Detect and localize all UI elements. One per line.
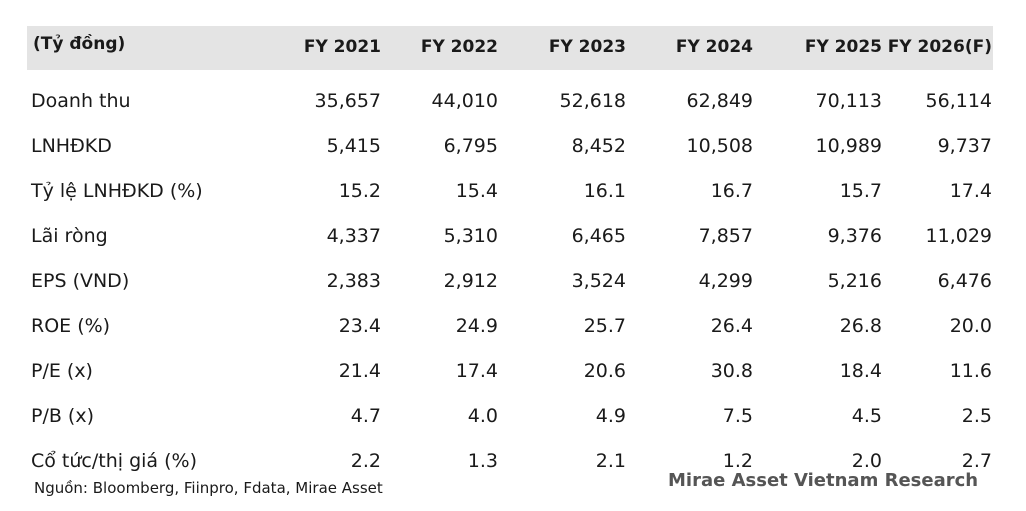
year-header: FY 2024 [675, 37, 753, 57]
table-cell: 16.1 [583, 180, 626, 202]
table-cell: 11.6 [949, 360, 992, 382]
table-cell: 2.7 [961, 450, 992, 472]
table-cell: 15.2 [338, 180, 381, 202]
table-cell: 44,010 [431, 90, 498, 112]
table-cell: 52,618 [559, 90, 626, 112]
table-cell: 3,524 [571, 270, 626, 292]
table-row: Lãi ròng 4,337 5,310 6,465 7,857 9,376 1… [27, 225, 993, 265]
table-cell: 7.5 [722, 405, 753, 427]
table-cell: 1.2 [722, 450, 753, 472]
table-cell: 5,216 [827, 270, 882, 292]
table-cell: 8,452 [571, 135, 626, 157]
row-label: Cổ tức/thị giá (%) [31, 450, 197, 472]
row-label: LNHĐKD [31, 135, 112, 157]
table-cell: 2,383 [326, 270, 381, 292]
table-cell: 2.5 [961, 405, 992, 427]
year-header: FY 2025 [804, 37, 882, 57]
table-cell: 35,657 [314, 90, 381, 112]
year-header: FY 2026(F) [887, 37, 992, 57]
table-cell: 4,337 [326, 225, 381, 247]
table-cell: 2.1 [595, 450, 626, 472]
table-cell: 7,857 [698, 225, 753, 247]
year-header: FY 2021 [303, 37, 381, 57]
table-cell: 10,508 [686, 135, 753, 157]
table-row: EPS (VND) 2,383 2,912 3,524 4,299 5,216 … [27, 270, 993, 310]
brand-credit: Mirae Asset Vietnam Research [668, 470, 979, 491]
table-cell: 23.4 [338, 315, 381, 337]
table-cell: 6,795 [443, 135, 498, 157]
year-header: FY 2022 [420, 37, 498, 57]
table-cell: 30.8 [710, 360, 753, 382]
table-cell: 9,376 [827, 225, 882, 247]
table-cell: 70,113 [815, 90, 882, 112]
table-cell: 4,299 [698, 270, 753, 292]
table-cell: 62,849 [686, 90, 753, 112]
table-cell: 15.4 [455, 180, 498, 202]
table-cell: 6,476 [937, 270, 992, 292]
table-cell: 17.4 [455, 360, 498, 382]
table-cell: 6,465 [571, 225, 626, 247]
table-cell: 24.9 [455, 315, 498, 337]
source-note: Nguồn: Bloomberg, Fiinpro, Fdata, Mirae … [34, 479, 383, 497]
table-cell: 2.2 [350, 450, 381, 472]
table-cell: 5,310 [443, 225, 498, 247]
table-cell: 11,029 [925, 225, 992, 247]
table-row: P/E (x) 21.4 17.4 20.6 30.8 18.4 11.6 [27, 360, 993, 400]
table-cell: 2.0 [851, 450, 882, 472]
table-cell: 21.4 [338, 360, 381, 382]
table-cell: 56,114 [925, 90, 992, 112]
table-row: Cổ tức/thị giá (%) 2.2 1.3 2.1 1.2 2.0 2… [27, 450, 993, 490]
table-cell: 10,989 [815, 135, 882, 157]
row-label: P/B (x) [31, 405, 95, 427]
table-cell: 25.7 [583, 315, 626, 337]
table-row: Doanh thu 35,657 44,010 52,618 62,849 70… [27, 90, 993, 130]
row-label: ROE (%) [31, 315, 111, 337]
unit-label: (Tỷ đồng) [33, 34, 126, 54]
table-cell: 4.9 [595, 405, 626, 427]
table-cell: 26.4 [710, 315, 753, 337]
table-row: ROE (%) 23.4 24.9 25.7 26.4 26.8 20.0 [27, 315, 993, 355]
table-cell: 20.0 [949, 315, 992, 337]
table-header: (Tỷ đồng) FY 2021 FY 2022 FY 2023 FY 202… [27, 26, 993, 70]
row-label: Tỷ lệ LNHĐKD (%) [31, 180, 203, 202]
table-cell: 17.4 [949, 180, 992, 202]
table-cell: 1.3 [467, 450, 498, 472]
row-label: Doanh thu [31, 90, 131, 112]
table-cell: 16.7 [710, 180, 753, 202]
table-row: LNHĐKD 5,415 6,795 8,452 10,508 10,989 9… [27, 135, 993, 175]
table-cell: 18.4 [839, 360, 882, 382]
table-cell: 15.7 [839, 180, 882, 202]
table-cell: 4.5 [851, 405, 882, 427]
table-cell: 4.7 [350, 405, 381, 427]
row-label: EPS (VND) [31, 270, 130, 292]
table-row: P/B (x) 4.7 4.0 4.9 7.5 4.5 2.5 [27, 405, 993, 445]
table-cell: 5,415 [326, 135, 381, 157]
row-label: P/E (x) [31, 360, 93, 382]
table-cell: 26.8 [839, 315, 882, 337]
table-cell: 20.6 [583, 360, 626, 382]
table-row: Tỷ lệ LNHĐKD (%) 15.2 15.4 16.1 16.7 15.… [27, 180, 993, 220]
row-label: Lãi ròng [31, 225, 108, 247]
table-cell: 2,912 [443, 270, 498, 292]
year-header: FY 2023 [548, 37, 626, 57]
table-cell: 9,737 [937, 135, 992, 157]
table-cell: 4.0 [467, 405, 498, 427]
